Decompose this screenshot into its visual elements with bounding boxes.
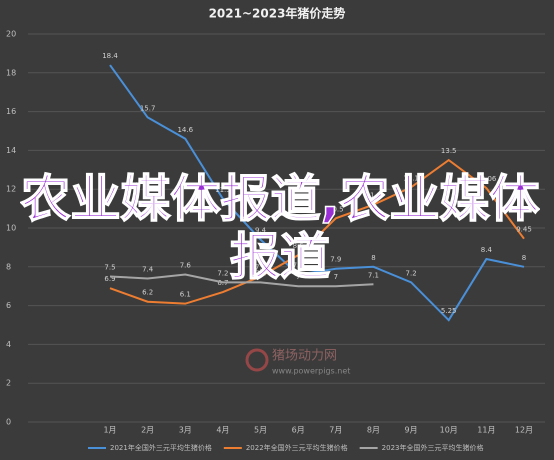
plot: 18.4 15.7 14.6 11.5 9.4 7.6 7.9 8 7.2 5.25 8.4 8 6.9…	[102, 52, 532, 322]
series-line	[109, 64, 525, 322]
x-tick-label: 8月	[367, 426, 380, 435]
y-tick-label: 2	[6, 379, 11, 388]
data-label: 14.6	[177, 126, 193, 134]
y-tick-label: 10	[6, 224, 16, 233]
data-label: 18.4	[102, 52, 118, 60]
data-label: 5.25	[441, 307, 457, 315]
watermark-logo	[245, 348, 269, 372]
x-tick-label: 1月	[103, 426, 116, 435]
x-tick-label: 11月	[477, 426, 495, 435]
data-label: 11.5	[215, 186, 231, 194]
data-label: 8	[371, 254, 375, 262]
x-tick-label: 9月	[405, 426, 418, 435]
data-label: 7.2	[255, 269, 266, 277]
y-tick-label: 4	[6, 340, 11, 349]
data-label: 8.6	[293, 242, 305, 250]
chart-title: 2021~2023年猪价走势	[209, 6, 346, 21]
legend: 2021年全国外三元平均生猪价格 2022年全国外三元平均生猪价格 2023年全国外…	[88, 443, 483, 452]
data-label: 7.5	[255, 264, 266, 272]
legend-label: 2023年全国外三元平均生猪价格	[382, 443, 484, 452]
data-label: 8	[522, 254, 526, 262]
x-tick-label: 10月	[440, 426, 458, 435]
y-tick-label: 14	[6, 146, 16, 155]
y-tick-label: 18	[6, 68, 16, 77]
data-label: 7.5	[104, 264, 115, 272]
watermark: 猪场动力网 www.powerpigs.net	[245, 348, 350, 376]
data-label: 7	[334, 273, 338, 281]
watermark-brand: 猪场动力网	[272, 349, 337, 364]
data-label: 6.2	[142, 289, 153, 297]
grid: 0 2 4 6 8 10 12 14 16 18 20 1月 2月 3月 4月 5月 6月 7月 8月 9月 10月 11…	[6, 30, 545, 435]
data-label: 7.1	[368, 271, 379, 279]
data-label: 6.9	[104, 275, 115, 283]
y-tick-label: 0	[6, 418, 11, 427]
overlay-text: 农业媒体报道,农业媒体报道	[20, 170, 540, 287]
y-tick-label: 20	[6, 30, 16, 39]
watermark-url: www.powerpigs.net	[272, 367, 350, 376]
x-tick-label: 7月	[329, 426, 342, 435]
data-label: 6.1	[180, 291, 191, 299]
data-label: 7.2	[217, 269, 228, 277]
data-label: 12.1	[403, 174, 419, 182]
data-label: 7.6	[180, 262, 192, 270]
y-tick-label: 6	[6, 301, 11, 310]
legend-label: 2021年全国外三元平均生猪价格	[110, 443, 212, 452]
data-label: 10.5	[328, 205, 344, 213]
legend-label: 2022年全国外三元平均生猪价格	[246, 443, 348, 452]
data-label: 7.6	[293, 262, 305, 270]
data-label: 7.9	[330, 256, 341, 264]
overlay-box: 农业媒体报道,农业媒体报道	[20, 170, 540, 287]
data-label: 7.2	[406, 269, 417, 277]
x-tick-label: 4月	[216, 426, 229, 435]
data-label: 9.4	[255, 227, 267, 235]
y-tick-label: 16	[6, 107, 16, 116]
x-tick-label: 3月	[179, 426, 192, 435]
data-label: 9.45	[516, 226, 532, 234]
data-label: 7.4	[142, 265, 154, 273]
x-tick-label: 6月	[292, 426, 305, 435]
x-tick-label: 5月	[254, 426, 267, 435]
data-label: 15.7	[140, 104, 156, 112]
y-tick-label: 12	[6, 185, 16, 194]
x-tick-label: 2月	[141, 426, 154, 435]
data-label: 8.4	[481, 246, 493, 254]
data-label: 11.2	[366, 192, 382, 200]
series-line	[109, 273, 374, 288]
data-label: 13.5	[441, 147, 457, 155]
series-line	[109, 158, 525, 305]
data-label: 12.06	[476, 175, 497, 183]
x-tick-label: 12月	[515, 426, 533, 435]
y-tick-label: 8	[6, 262, 11, 271]
data-label: 7	[296, 273, 300, 281]
